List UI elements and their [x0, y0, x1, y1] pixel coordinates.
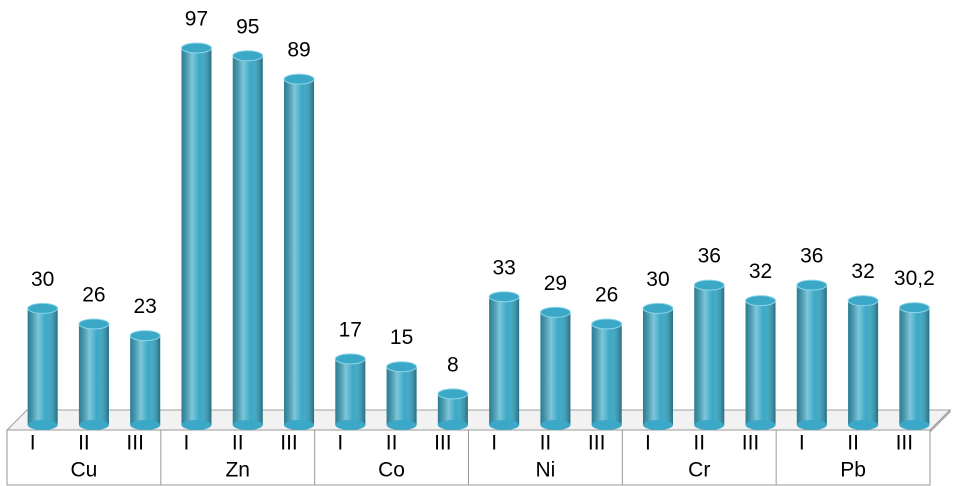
bar-base — [437, 420, 468, 430]
value-label: 33 — [492, 256, 515, 279]
bar-base — [489, 420, 520, 430]
bar-base — [796, 420, 827, 430]
bar-shade — [130, 335, 161, 425]
x-tick-label: II — [232, 432, 244, 455]
group-label: Ni — [535, 459, 555, 482]
bar-top — [334, 353, 366, 365]
bar-top — [898, 302, 930, 314]
value-label: 95 — [236, 15, 259, 38]
value-label: 97 — [185, 8, 208, 31]
x-tick-label: III — [588, 432, 606, 455]
x-tick-label: II — [847, 432, 859, 455]
bar-shade — [181, 48, 212, 425]
x-tick-label: I — [799, 432, 805, 455]
bar-base — [848, 420, 879, 430]
value-label: 29 — [544, 272, 567, 295]
value-label: 89 — [287, 39, 310, 62]
bar-shade — [335, 358, 366, 425]
bar-top — [386, 361, 418, 373]
bar-top — [78, 318, 110, 330]
bar-base — [694, 420, 725, 430]
bar-base — [540, 420, 571, 430]
x-tick-label: I — [30, 432, 36, 455]
bar-top — [180, 42, 212, 54]
bar-shade — [745, 300, 776, 425]
bar-shade — [27, 308, 58, 425]
x-tick-label: II — [78, 432, 90, 455]
value-label: 32 — [749, 260, 772, 283]
bar-top — [539, 306, 571, 318]
value-label: 26 — [595, 283, 618, 306]
bar-top — [488, 291, 520, 303]
x-tick-label: II — [386, 432, 398, 455]
bar-top — [129, 330, 161, 342]
x-tick-label: II — [540, 432, 552, 455]
bar-shade — [489, 296, 520, 425]
bar-base — [745, 420, 776, 430]
x-tick-label: I — [491, 432, 497, 455]
bar-shade — [232, 55, 263, 426]
bar-top — [796, 279, 828, 291]
group-label: Co — [378, 459, 405, 482]
x-tick-label: III — [434, 432, 452, 455]
bar-base — [335, 420, 366, 430]
group-label: Pb — [840, 459, 866, 482]
x-tick-label: III — [126, 432, 144, 455]
bar-top — [847, 295, 879, 307]
bar-top — [693, 279, 725, 291]
x-tick-label: II — [693, 432, 705, 455]
bar-base — [130, 420, 161, 430]
bar-shade — [694, 285, 725, 425]
value-label: 30,2 — [894, 267, 935, 290]
bar-base — [386, 420, 417, 430]
bar-base — [591, 420, 622, 430]
bar-shade — [540, 312, 571, 425]
x-tick-label: I — [184, 432, 190, 455]
bar-base — [232, 420, 263, 430]
bar-shade — [848, 300, 879, 425]
bar-top — [232, 50, 264, 62]
bar-top — [437, 388, 469, 400]
bar-top — [283, 73, 315, 85]
x-tick-label: III — [280, 432, 298, 455]
bar-base — [284, 420, 315, 430]
value-label: 32 — [851, 260, 874, 283]
value-label: 8 — [447, 353, 459, 376]
bar-base — [899, 420, 930, 430]
bar-shade — [386, 366, 417, 425]
value-label: 30 — [31, 268, 54, 291]
bar-base — [27, 420, 58, 430]
x-tick-label: III — [742, 432, 760, 455]
value-label: 26 — [82, 283, 105, 306]
bar-top — [745, 295, 777, 307]
x-tick-label: I — [337, 432, 343, 455]
bar-shade — [591, 323, 622, 425]
bar-shade — [284, 79, 315, 426]
bar-base — [181, 420, 212, 430]
group-label: Zn — [225, 459, 250, 482]
group-label: Cu — [70, 459, 97, 482]
value-label: 17 — [339, 318, 362, 341]
bar-top — [27, 302, 59, 314]
bar-top — [591, 318, 623, 330]
value-label: 36 — [800, 245, 823, 268]
x-tick-label: I — [645, 432, 651, 455]
bar-base — [642, 420, 673, 430]
value-label: 15 — [390, 326, 413, 349]
bar-top — [642, 302, 674, 314]
bar-shade — [78, 323, 109, 425]
value-label: 36 — [698, 245, 721, 268]
bar-shade — [642, 308, 673, 425]
value-label: 23 — [134, 295, 157, 318]
bar-shade — [899, 307, 930, 425]
bar-base — [78, 420, 109, 430]
value-label: 30 — [646, 268, 669, 291]
group-label: Cr — [688, 459, 710, 482]
bar-shade — [796, 285, 827, 425]
x-tick-label: III — [896, 432, 914, 455]
